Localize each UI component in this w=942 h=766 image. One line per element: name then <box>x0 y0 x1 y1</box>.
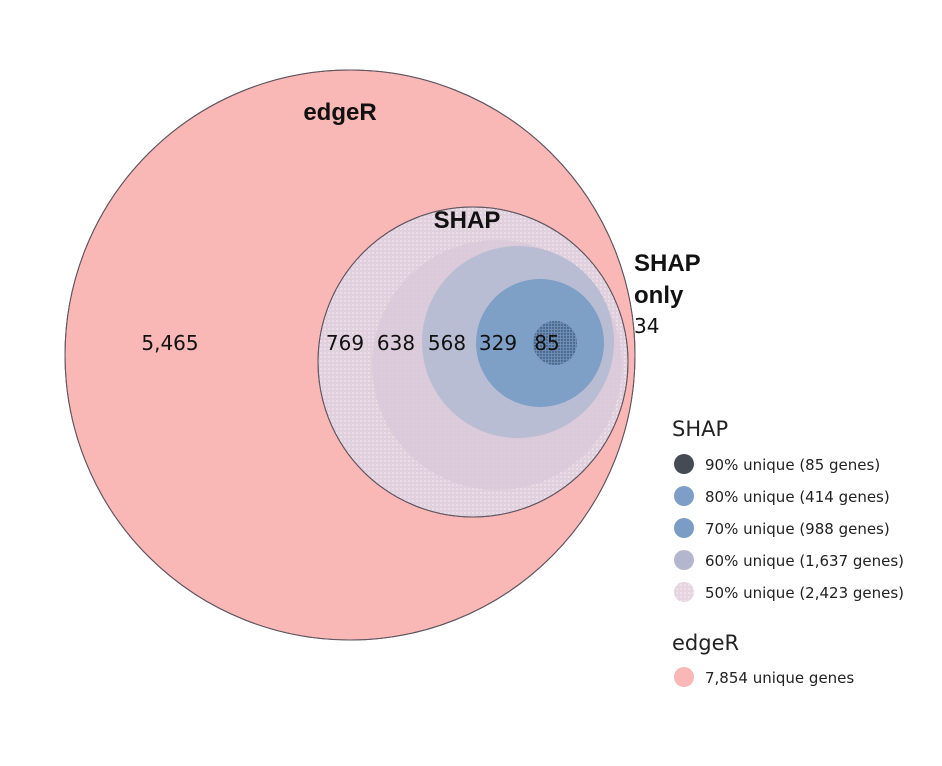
legend-shap-label: 80% unique (414 genes) <box>705 488 890 506</box>
legend-swatch-icon <box>674 667 694 687</box>
shap-only-title-line1: SHAP <box>634 250 701 277</box>
legend-edger-item: 7,854 unique genes <box>674 667 854 687</box>
legend-shap-title: SHAP <box>672 417 728 441</box>
legend-shap-item: 80% unique (414 genes) <box>674 486 890 506</box>
legend-shap-label: 70% unique (988 genes) <box>705 520 890 538</box>
edger-set-title: edgeR <box>303 99 376 126</box>
legend-shap-item: 90% unique (85 genes) <box>674 454 880 474</box>
legend-shap-item: 50% unique (2,423 genes) <box>674 582 904 602</box>
legend-swatch-icon <box>674 486 694 506</box>
legend-swatch-icon <box>674 550 694 570</box>
legend-edger-label: 7,854 unique genes <box>705 669 854 687</box>
shap-70-count: 568 <box>428 331 466 355</box>
edger-only-count: 5,465 <box>141 331 198 355</box>
legend-shap-item: 60% unique (1,637 genes) <box>674 550 904 570</box>
shap-80-count: 329 <box>479 331 517 355</box>
legend-shap-label: 90% unique (85 genes) <box>705 456 880 474</box>
shap-outline <box>317 206 629 518</box>
shap-only-title-line2: only <box>634 282 684 309</box>
edger-outline <box>64 69 636 641</box>
legend-shap-label: 60% unique (1,637 genes) <box>705 552 904 570</box>
shap-90-count: 85 <box>534 331 559 355</box>
legend-swatch-texture <box>674 582 694 602</box>
shap-50-count: 769 <box>326 331 364 355</box>
shap-only-count: 34 <box>634 314 659 338</box>
legend-shap-item: 70% unique (988 genes) <box>674 518 890 538</box>
shap-90-core <box>533 321 577 365</box>
legend-edger-title: edgeR <box>672 631 739 655</box>
legend-swatch-icon <box>674 518 694 538</box>
legend-swatch-icon <box>674 454 694 474</box>
legend-shap-label: 50% unique (2,423 genes) <box>705 584 904 602</box>
shap-60-count: 638 <box>377 331 415 355</box>
shap-set-title: SHAP <box>434 207 501 234</box>
